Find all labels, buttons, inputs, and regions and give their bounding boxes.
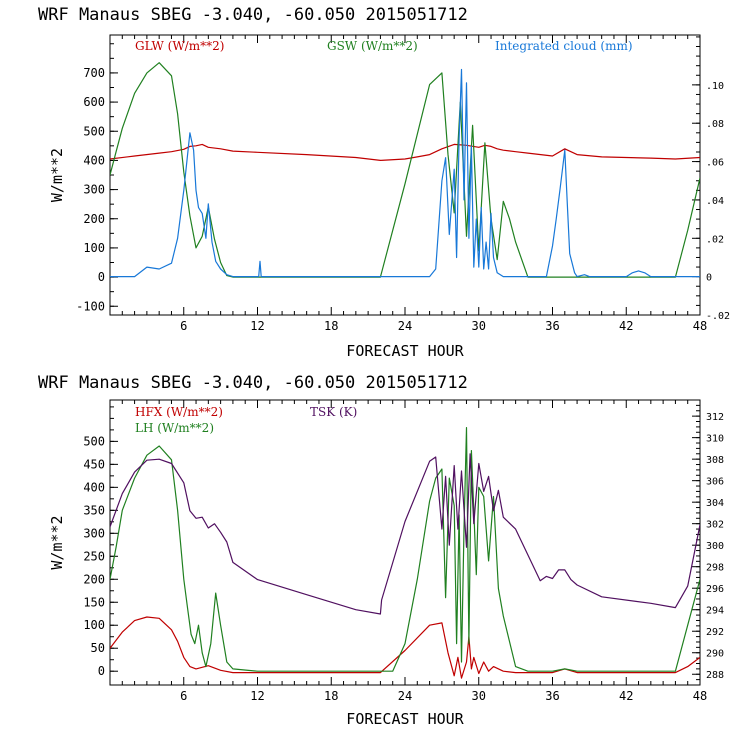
- y-tick-label: 400: [83, 480, 105, 494]
- x-tick-label: 42: [619, 689, 633, 703]
- y-tick-label: 450: [83, 457, 105, 471]
- y2-tick-label: -.02: [706, 311, 730, 322]
- series-line-tsk-k: [110, 453, 700, 615]
- y2-tick-label: 288: [706, 670, 724, 681]
- y-tick-label: 400: [83, 153, 105, 167]
- y-tick-label: 100: [83, 241, 105, 255]
- y-tick-label: 500: [83, 434, 105, 448]
- y2-tick-label: .06: [706, 158, 724, 169]
- x-tick-label: 24: [398, 689, 412, 703]
- y-tick-label: 300: [83, 526, 105, 540]
- y2-tick-label: 300: [706, 541, 724, 552]
- x-tick-label: 36: [545, 319, 559, 333]
- legend-entry-hfx-w-m: HFX (W/m**2): [135, 405, 223, 419]
- y-tick-label: 500: [83, 124, 105, 138]
- y-tick-label: 100: [83, 618, 105, 632]
- plot-frame: [109, 34, 701, 316]
- y2-tick-label: 296: [706, 584, 724, 595]
- legend-entry-integrated-cloud-mm: Integrated cloud (mm): [495, 39, 633, 53]
- x-tick-label: 18: [324, 319, 338, 333]
- y2-tick-label: 310: [706, 434, 724, 445]
- y2-tick-label: 0: [706, 273, 712, 284]
- y-tick-label: 0: [98, 664, 105, 678]
- y-tick-label: 50: [91, 641, 105, 655]
- y2-tick-label: 304: [706, 498, 724, 509]
- x-axis-label: FORECAST HOUR: [346, 342, 464, 360]
- y2-tick-label: .08: [706, 119, 724, 130]
- x-tick-label: 18: [324, 689, 338, 703]
- y-tick-label: 600: [83, 95, 105, 109]
- legend-entry-lh-w-m: LH (W/m**2): [135, 421, 214, 435]
- y-tick-label: 200: [83, 212, 105, 226]
- series-line-gsw-w-m: [110, 62, 700, 278]
- x-tick-label: 24: [398, 319, 412, 333]
- y2-tick-label: .02: [706, 234, 724, 245]
- y-tick-label: 0: [98, 270, 105, 284]
- y-tick-label: 300: [83, 183, 105, 197]
- y-tick-label: 350: [83, 503, 105, 517]
- legend-entry-gsw-w-m: GSW (W/m**2): [327, 39, 418, 53]
- series-line-glw-w-m: [110, 143, 700, 161]
- y-axis-label: W/m**2: [48, 148, 66, 202]
- y-tick-label: 200: [83, 572, 105, 586]
- y-tick-label: 150: [83, 595, 105, 609]
- legend-entry-glw-w-m: GLW (W/m**2): [135, 39, 224, 53]
- chart-title: WRF Manaus SBEG -3.040, -60.050 20150517…: [38, 373, 468, 393]
- x-tick-label: 30: [472, 689, 486, 703]
- y2-tick-label: 306: [706, 477, 724, 488]
- x-tick-label: 48: [693, 689, 707, 703]
- x-axis-label: FORECAST HOUR: [346, 710, 464, 728]
- y2-tick-label: 294: [706, 606, 724, 617]
- y-tick-label: 250: [83, 549, 105, 563]
- series-line-lh-w-m: [110, 427, 700, 672]
- x-tick-label: 6: [180, 319, 187, 333]
- series-line-hfx-w-m: [110, 616, 700, 679]
- y2-tick-label: 302: [706, 520, 724, 531]
- x-tick-label: 36: [545, 689, 559, 703]
- y2-tick-label: 312: [706, 412, 724, 423]
- y2-tick-label: .10: [706, 81, 724, 92]
- x-tick-label: 30: [472, 319, 486, 333]
- x-tick-label: 48: [693, 319, 707, 333]
- x-tick-label: 12: [250, 689, 264, 703]
- legend-entry-tsk-k: TSK (K): [310, 405, 357, 419]
- x-tick-label: 12: [250, 319, 264, 333]
- y2-tick-label: 308: [706, 455, 724, 466]
- y-tick-label: -100: [76, 299, 105, 313]
- x-tick-label: 6: [180, 689, 187, 703]
- y-tick-label: 700: [83, 66, 105, 80]
- y2-tick-label: 290: [706, 649, 724, 660]
- series-line-integrated-cloud-mm: [110, 68, 700, 278]
- y-axis-label: W/m**2: [48, 515, 66, 569]
- y2-tick-label: 292: [706, 627, 724, 638]
- x-tick-label: 42: [619, 319, 633, 333]
- y2-tick-label: .04: [706, 196, 724, 207]
- y2-tick-label: 298: [706, 563, 724, 574]
- chart-title: WRF Manaus SBEG -3.040, -60.050 20150517…: [38, 5, 468, 25]
